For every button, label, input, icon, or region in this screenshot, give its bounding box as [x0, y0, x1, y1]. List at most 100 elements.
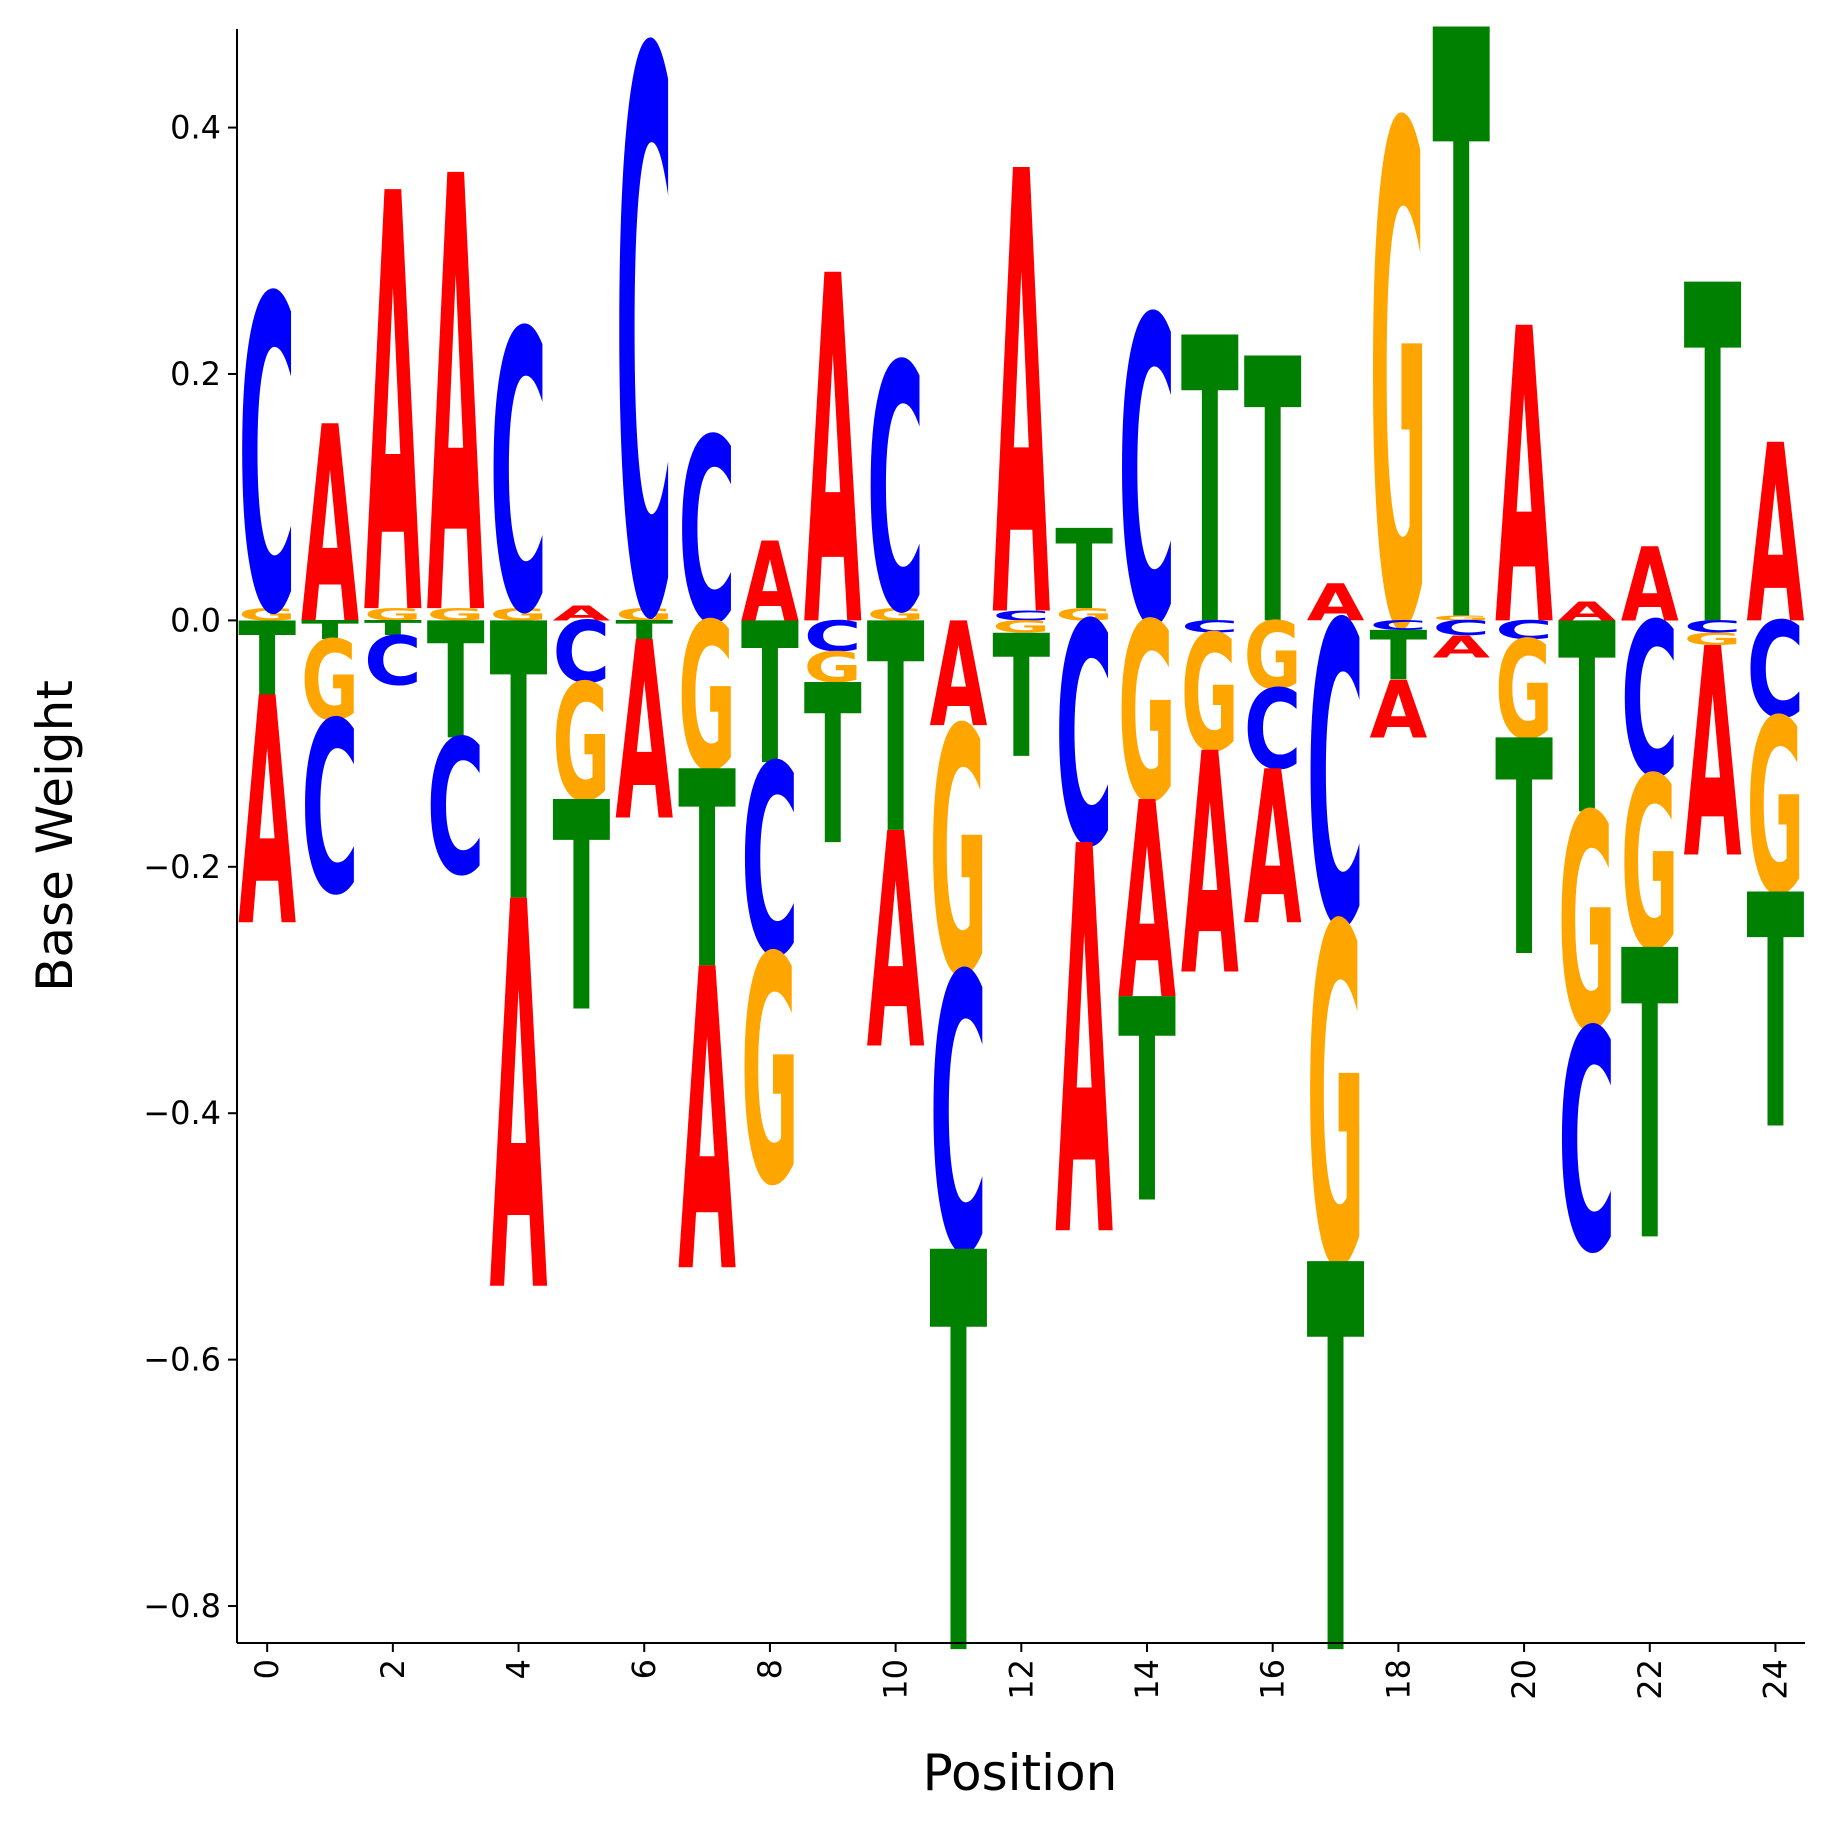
logo-letter: T	[427, 590, 485, 776]
x-tick-label: 4	[500, 1659, 538, 1679]
logo-letter: G	[301, 617, 359, 746]
logo-letter: C	[238, 209, 296, 711]
logo-letter: C	[301, 671, 359, 947]
logo-letter: T	[678, 716, 736, 1030]
logo-letter: A	[364, 75, 422, 744]
logo-letter: A	[552, 601, 611, 625]
logo-letter: A	[1747, 393, 1805, 678]
logo-letter: T	[1244, 284, 1302, 707]
logo-letter: G	[1621, 729, 1679, 1004]
logo-letter: G	[1432, 614, 1490, 622]
y-tick-label: 0.2	[170, 355, 221, 393]
logo-letter: A	[490, 791, 548, 1411]
logo-letter: A	[1621, 527, 1679, 645]
logo-letter: G	[552, 651, 610, 837]
logo-letter: T	[301, 615, 359, 645]
logo-letter: T	[364, 616, 422, 640]
logo-letter: T	[1558, 568, 1616, 873]
x-tick-label: 22	[1631, 1659, 1669, 1700]
logo-letter: A	[867, 771, 925, 1115]
x-tick-label: 10	[877, 1659, 915, 1700]
logo-letter: T	[1432, 0, 1490, 807]
logo-letter: C	[1118, 233, 1176, 721]
y-tick-label: −0.2	[143, 848, 221, 886]
logo-letter: A	[1495, 243, 1553, 716]
logo-letter: G	[1118, 572, 1176, 857]
logo-letter: C	[867, 294, 925, 688]
logo-letter: C	[1684, 617, 1742, 637]
logo-letter: T	[741, 583, 799, 809]
logo-letter: A	[741, 520, 799, 647]
logo-letter: C	[1369, 618, 1427, 634]
y-tick-label: −0.4	[143, 1094, 221, 1132]
logo-letter: A	[1055, 736, 1113, 1356]
x-tick-label: 0	[248, 1659, 286, 1679]
letters: GCTAATGCGATCGATCGCTAACGTGCTACGTAATCGACGT…	[238, 0, 1804, 1779]
logo-letter: A	[427, 52, 485, 749]
logo-letter: A	[615, 590, 673, 875]
logo-letter: A	[1558, 597, 1616, 627]
logo-letter: G	[1181, 602, 1239, 788]
logo-letter: A	[930, 593, 988, 760]
logo-letter: C	[992, 608, 1050, 624]
x-tick-label: 6	[625, 1659, 663, 1679]
y-tick-label: −0.6	[143, 1341, 221, 1379]
logo-letter: T	[1369, 618, 1427, 696]
logo-letter: G	[992, 617, 1050, 637]
logo-letter: C	[1495, 615, 1553, 644]
logo-letter: G	[867, 605, 925, 625]
logo-letter: T	[1118, 941, 1176, 1266]
logo-letter: G	[490, 605, 548, 625]
logo-letter: A	[1244, 728, 1302, 973]
x-tick-label: 2	[374, 1659, 412, 1679]
logo-letter: C	[930, 896, 988, 1339]
x-tick-label: 24	[1756, 1659, 1794, 1700]
logo-letter: C	[615, 0, 673, 790]
logo-letter: G	[1684, 630, 1742, 650]
logo-letter: C	[1181, 617, 1239, 637]
logo-letter: A	[301, 370, 359, 685]
logo-letter: G	[1307, 830, 1365, 1371]
logo-letter: G	[1495, 613, 1553, 770]
logo-letter: C	[804, 612, 862, 661]
logo-letter: T	[1181, 257, 1239, 713]
logo-letter: A	[1118, 745, 1176, 1060]
logo-letter: A	[1684, 588, 1742, 923]
x-tick-label: 12	[1002, 1659, 1040, 1700]
logo-letter: A	[678, 884, 736, 1366]
x-axis-label: Position	[923, 1744, 1118, 1802]
logo-letter: G	[364, 605, 422, 625]
logo-letter: T	[615, 615, 673, 645]
logo-letter: C	[1432, 616, 1490, 640]
logo-letter: T	[1055, 507, 1113, 635]
logo-letter: T	[930, 1139, 988, 1779]
logo-letter: T	[490, 544, 548, 987]
logo-letter: C	[678, 387, 736, 681]
x-tick-label: 20	[1505, 1659, 1543, 1700]
x-tick-label: 18	[1379, 1659, 1417, 1700]
y-tick-label: 0.0	[170, 601, 221, 639]
logo-letter: C	[1621, 578, 1679, 824]
logo-letter: G	[804, 643, 862, 692]
y-tick-label: −0.8	[143, 1587, 221, 1625]
logo-letter: C	[1244, 666, 1302, 795]
x-tick-label: 16	[1254, 1659, 1292, 1700]
logo-letter: T	[1495, 680, 1553, 1024]
logo-letter: A	[1432, 630, 1490, 665]
logo-letter: T	[992, 599, 1050, 796]
logo-letter: G	[615, 605, 673, 625]
logo-letter: G	[238, 605, 296, 625]
logo-letter: T	[1747, 829, 1805, 1202]
logo-letter: C	[490, 253, 548, 699]
logo-letter: G	[1558, 752, 1616, 1097]
logo-letter: G	[427, 605, 485, 625]
logo-letter: A	[1369, 664, 1427, 757]
logo-letter: C	[1055, 562, 1113, 915]
logo-letter: G	[678, 580, 736, 816]
logo-letter: G	[1747, 669, 1805, 949]
y-tick-label: 0.4	[170, 109, 221, 147]
logo-letter: T	[238, 601, 296, 719]
logo-letter: A	[238, 632, 296, 997]
x-tick-label: 8	[751, 1659, 789, 1679]
logo-letter: G	[1244, 602, 1302, 710]
